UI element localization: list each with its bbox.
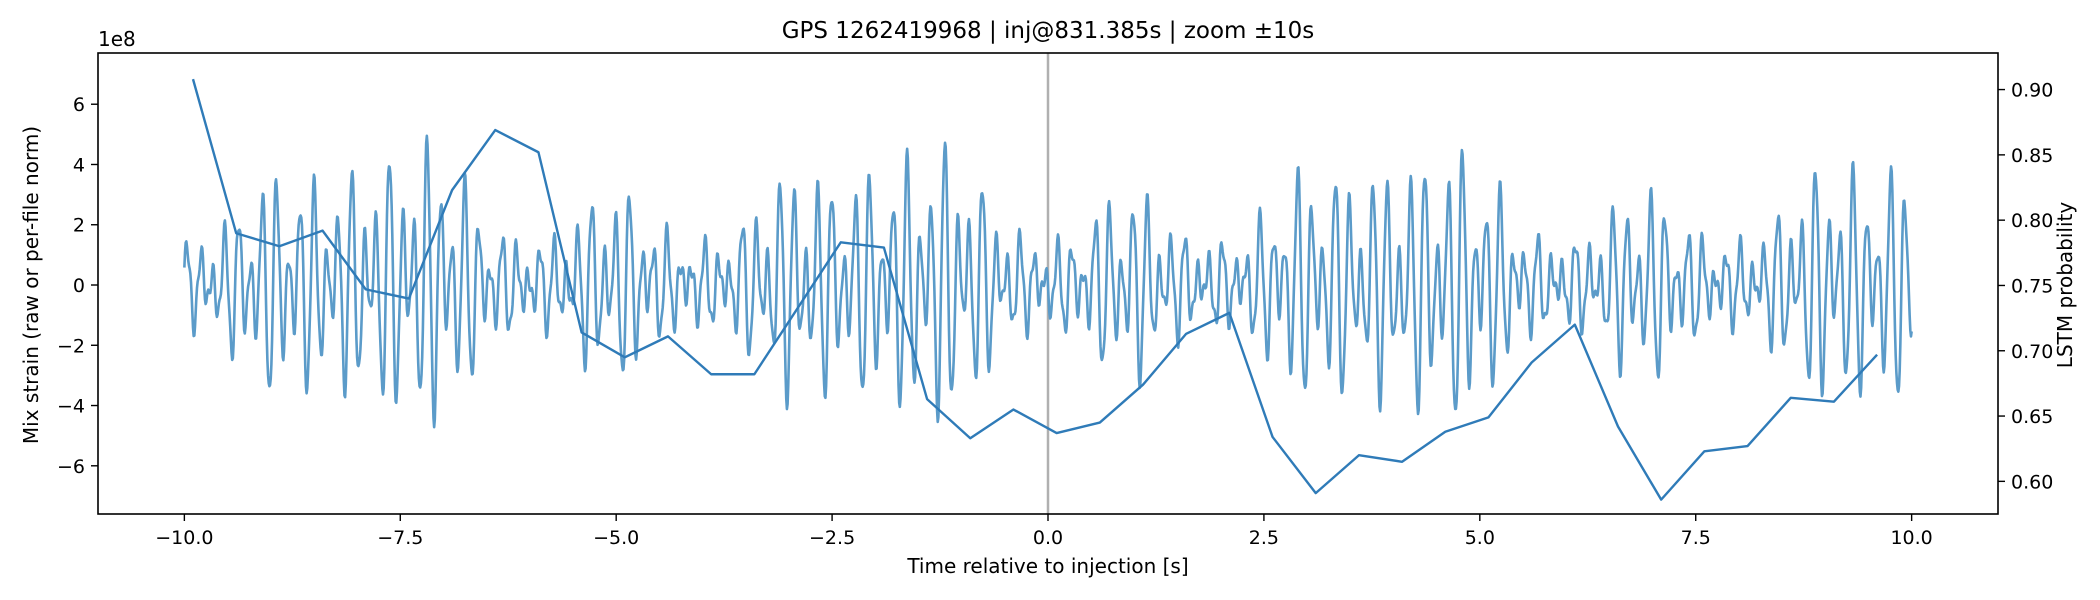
x-tick-label: 10.0	[1890, 527, 1932, 549]
x-tick-label: −2.5	[809, 527, 855, 549]
y-left-tick-label: −4	[57, 396, 85, 418]
left-axis-offset-label: 1e8	[98, 27, 136, 51]
chart-title: GPS 1262419968 | inj@831.385s | zoom ±10…	[782, 18, 1315, 44]
y-right-tick-label: 0.65	[2011, 406, 2053, 428]
plot-frame	[97, 52, 1999, 515]
y-left-tick-label: 6	[73, 94, 85, 116]
y-right-tick-label: 0.85	[2011, 145, 2053, 167]
y-left-ticks: −6 −4 −2 0 2 4 6	[57, 94, 98, 478]
strain-series-line	[183, 134, 1913, 429]
x-tick-label: −5.0	[593, 527, 639, 549]
y-left-tick-label: 4	[73, 154, 85, 176]
y-left-tick-label: 0	[73, 275, 85, 297]
y-right-tick-label: 0.90	[2011, 80, 2053, 102]
probability-series-line	[191, 78, 1878, 501]
y-left-tick-label: 2	[73, 215, 85, 237]
x-tick-label: 0.0	[1033, 527, 1063, 549]
x-tick-label: −10.0	[155, 527, 213, 549]
y-axis-label-left: Mix strain (raw or per-file norm)	[19, 126, 43, 444]
y-axis-label-right: LSTM probability	[2053, 202, 2077, 369]
y-right-ticks: 0.60 0.65 0.70 0.75 0.80 0.85 0.90	[1998, 80, 2053, 493]
x-axis-label: Time relative to injection [s]	[906, 554, 1188, 578]
x-tick-label: 5.0	[1465, 527, 1495, 549]
y-left-tick-label: −6	[57, 456, 85, 478]
y-right-tick-label: 0.60	[2011, 471, 2053, 493]
x-ticks: −10.0 −7.5 −5.0 −2.5 0.0 2.5 5.0 7.5 10.0	[155, 514, 1933, 549]
y-left-tick-label: −2	[57, 335, 85, 357]
x-tick-label: −7.5	[377, 527, 423, 549]
y-right-tick-label: 0.80	[2011, 210, 2053, 232]
x-tick-label: 7.5	[1681, 527, 1711, 549]
y-right-tick-label: 0.70	[2011, 341, 2053, 363]
x-tick-label: 2.5	[1249, 527, 1279, 549]
y-right-tick-label: 0.75	[2011, 275, 2053, 297]
